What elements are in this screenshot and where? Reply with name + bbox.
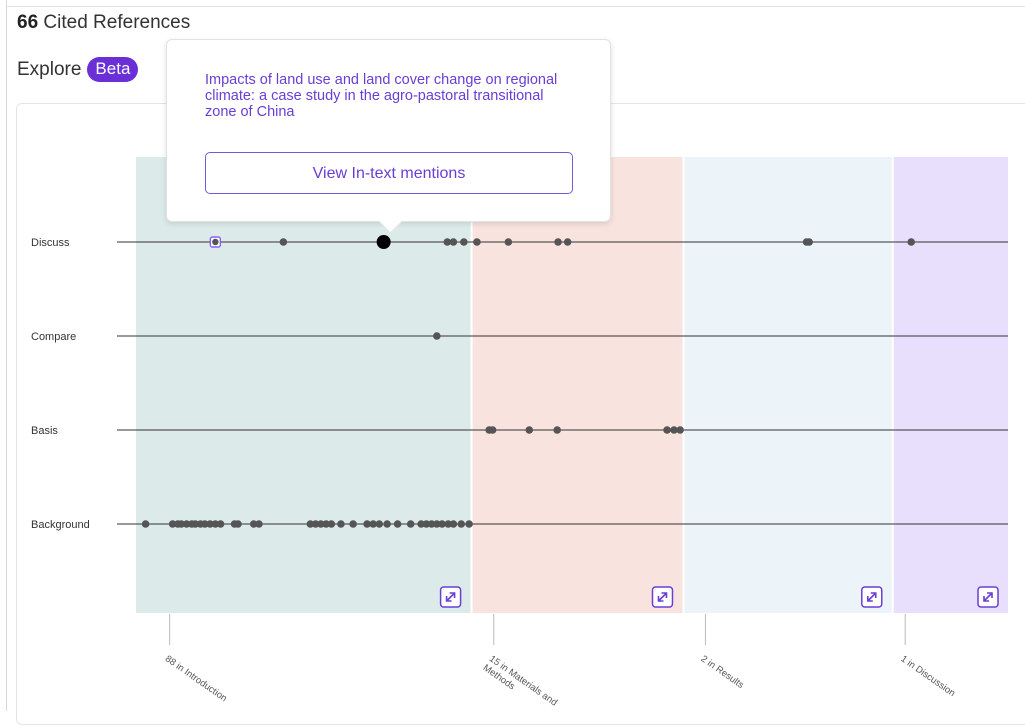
data-point[interactable] bbox=[393, 520, 402, 528]
data-point[interactable] bbox=[255, 520, 263, 528]
data-point[interactable] bbox=[805, 238, 813, 246]
data-point[interactable] bbox=[449, 238, 458, 246]
data-point[interactable] bbox=[383, 520, 391, 528]
data-point[interactable] bbox=[433, 520, 441, 528]
data-point[interactable] bbox=[438, 520, 446, 528]
data-point[interactable] bbox=[433, 332, 441, 340]
section-band-0 bbox=[136, 157, 471, 613]
section-axis-label: 88 in Introduction bbox=[163, 653, 229, 704]
section-band-2 bbox=[684, 157, 892, 613]
data-point[interactable] bbox=[670, 426, 678, 434]
data-point[interactable] bbox=[449, 520, 458, 528]
data-point[interactable] bbox=[311, 520, 320, 528]
data-point[interactable] bbox=[488, 426, 497, 434]
cited-references-heading: 66 Cited References bbox=[17, 12, 190, 34]
data-point[interactable] bbox=[553, 426, 561, 434]
section-band-1 bbox=[472, 157, 683, 613]
data-point[interactable] bbox=[322, 520, 330, 528]
data-point[interactable] bbox=[182, 520, 191, 528]
selected-point[interactable] bbox=[212, 238, 219, 246]
data-point[interactable] bbox=[417, 520, 425, 528]
section-axis-label: 15 in Materials andMethods bbox=[481, 653, 559, 711]
data-point[interactable] bbox=[907, 238, 916, 246]
row-label-discuss: Discuss bbox=[31, 237, 70, 249]
section-axis-label: 1 in Discussion bbox=[898, 653, 957, 699]
data-point[interactable] bbox=[465, 520, 473, 528]
panel-left-border bbox=[6, 0, 7, 711]
data-point[interactable] bbox=[554, 238, 562, 246]
beta-badge: Beta bbox=[87, 57, 139, 82]
expand-icon[interactable] bbox=[983, 592, 993, 602]
data-point[interactable] bbox=[249, 520, 258, 528]
data-point[interactable] bbox=[406, 520, 415, 528]
data-point[interactable] bbox=[525, 426, 534, 434]
tooltip-title: Impacts of land use and land cover chang… bbox=[205, 72, 558, 120]
data-point[interactable] bbox=[337, 520, 345, 528]
row-label-basis: Basis bbox=[31, 425, 58, 437]
data-point[interactable] bbox=[457, 520, 466, 528]
data-point[interactable] bbox=[141, 520, 150, 528]
data-point[interactable] bbox=[427, 520, 436, 528]
data-point[interactable] bbox=[460, 238, 468, 246]
highlighted-point[interactable] bbox=[376, 235, 391, 249]
data-point[interactable] bbox=[279, 238, 288, 246]
data-point[interactable] bbox=[563, 238, 572, 246]
expand-icon[interactable] bbox=[445, 592, 456, 602]
reference-label: Cited References bbox=[43, 12, 191, 33]
expand-icon[interactable] bbox=[866, 592, 877, 602]
data-point[interactable] bbox=[349, 520, 357, 528]
data-point[interactable] bbox=[369, 520, 377, 528]
section-axis-label: 2 in Results bbox=[699, 653, 746, 691]
data-point[interactable] bbox=[306, 520, 315, 528]
data-point[interactable] bbox=[327, 520, 336, 528]
explore-label: Explore bbox=[17, 58, 82, 80]
data-point[interactable] bbox=[422, 520, 431, 528]
data-point[interactable] bbox=[473, 238, 481, 246]
data-point[interactable] bbox=[317, 520, 325, 528]
section-band-3 bbox=[893, 157, 1008, 613]
data-point[interactable] bbox=[375, 520, 384, 528]
data-point[interactable] bbox=[363, 520, 371, 528]
row-label-background: Background bbox=[31, 519, 90, 531]
panel-top-border bbox=[6, 6, 1025, 7]
expand-icon[interactable] bbox=[657, 592, 668, 602]
data-point[interactable] bbox=[177, 520, 186, 528]
data-point[interactable] bbox=[676, 426, 684, 434]
data-point[interactable] bbox=[663, 426, 671, 434]
data-point[interactable] bbox=[206, 520, 214, 528]
data-point[interactable] bbox=[444, 520, 452, 528]
view-in-text-mentions-button[interactable]: View In-text mentions bbox=[205, 152, 573, 194]
row-label-compare: Compare bbox=[31, 331, 76, 343]
data-point[interactable] bbox=[443, 238, 452, 246]
data-point[interactable] bbox=[211, 520, 220, 528]
explore-heading: Explore Beta bbox=[17, 57, 139, 82]
reference-count: 66 bbox=[17, 12, 39, 33]
data-point[interactable] bbox=[201, 520, 209, 528]
data-point[interactable] bbox=[234, 520, 242, 528]
data-point[interactable] bbox=[216, 520, 225, 528]
data-point[interactable] bbox=[191, 520, 200, 528]
data-point[interactable] bbox=[168, 520, 177, 528]
data-point[interactable] bbox=[504, 238, 513, 246]
reference-tooltip: Impacts of land use and land cover chang… bbox=[166, 39, 611, 234]
